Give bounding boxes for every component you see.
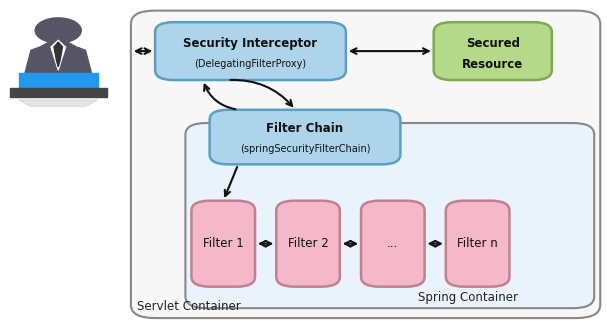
FancyBboxPatch shape — [131, 11, 600, 318]
Polygon shape — [25, 41, 92, 87]
Text: Secured: Secured — [466, 37, 520, 50]
Text: Spring Container: Spring Container — [418, 291, 518, 304]
Text: Security Interceptor: Security Interceptor — [183, 37, 317, 50]
Polygon shape — [54, 42, 63, 67]
Text: Filter n: Filter n — [457, 237, 498, 250]
FancyBboxPatch shape — [361, 201, 425, 287]
FancyBboxPatch shape — [209, 110, 401, 164]
Text: Filter Chain: Filter Chain — [266, 123, 344, 135]
Polygon shape — [19, 100, 98, 107]
Text: Filter 1: Filter 1 — [203, 237, 243, 250]
Text: (DelegatingFilterProxy): (DelegatingFilterProxy) — [194, 59, 307, 69]
Text: Filter 2: Filter 2 — [288, 237, 328, 250]
FancyBboxPatch shape — [434, 22, 552, 80]
FancyBboxPatch shape — [446, 201, 509, 287]
Text: Servlet Container: Servlet Container — [137, 300, 241, 313]
FancyBboxPatch shape — [155, 22, 346, 80]
FancyBboxPatch shape — [185, 123, 594, 308]
FancyBboxPatch shape — [276, 201, 340, 287]
Text: ...: ... — [387, 237, 398, 250]
Text: (springSecurityFilterChain): (springSecurityFilterChain) — [240, 144, 370, 154]
Text: Resource: Resource — [462, 58, 523, 71]
FancyBboxPatch shape — [191, 201, 255, 287]
Circle shape — [35, 18, 81, 43]
Polygon shape — [10, 88, 107, 97]
Polygon shape — [51, 41, 66, 70]
Polygon shape — [19, 73, 98, 90]
